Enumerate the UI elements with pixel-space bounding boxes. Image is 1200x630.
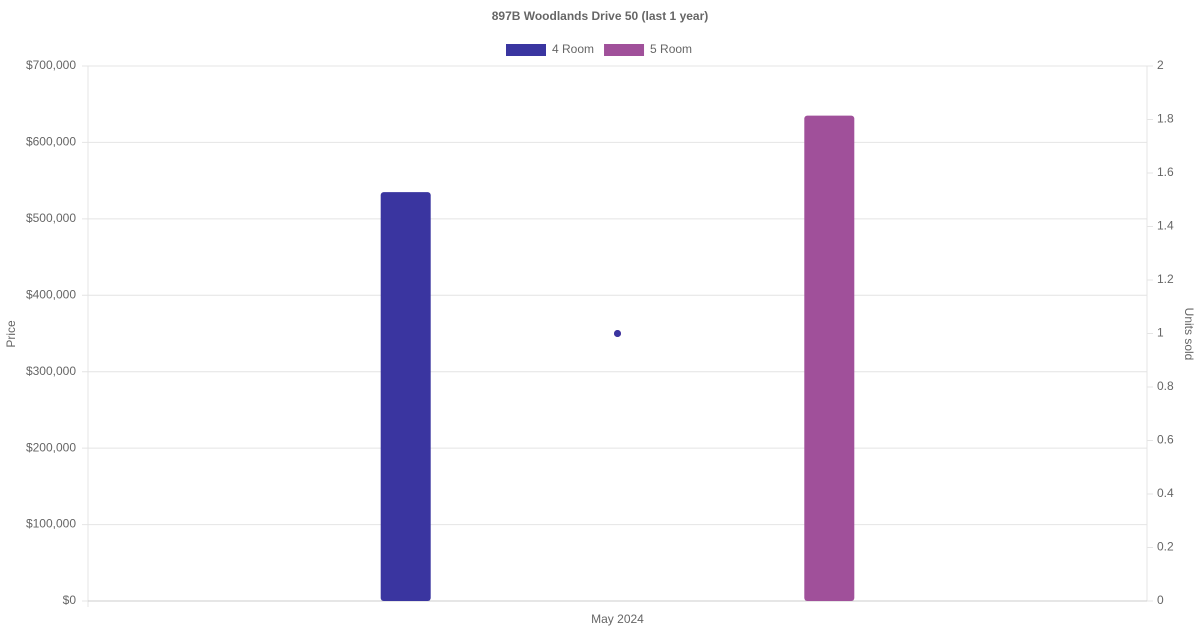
y-tick-label: $400,000 <box>26 287 76 301</box>
y2-tick-label: 1.4 <box>1157 219 1174 233</box>
y-tick-label: $500,000 <box>26 211 76 225</box>
y2-tick-label: 1 <box>1157 326 1164 340</box>
y-axis-title: Price <box>4 320 18 348</box>
y2-tick-label: 1.8 <box>1157 112 1174 126</box>
y-tick-label: $700,000 <box>26 58 76 72</box>
x-tick-label: May 2024 <box>591 612 644 626</box>
units-point <box>614 330 621 337</box>
legend-swatch[interactable] <box>506 44 546 56</box>
y2-tick-label: 0.2 <box>1157 540 1174 554</box>
y-tick-label: $0 <box>63 593 77 607</box>
y2-axis-title: Units sold <box>1182 308 1196 361</box>
y2-tick-label: 0.6 <box>1157 433 1174 447</box>
legend-swatch[interactable] <box>604 44 645 56</box>
y-tick-label: $200,000 <box>26 440 76 454</box>
legend-label[interactable]: 5 Room <box>650 42 692 56</box>
y-tick-label: $300,000 <box>26 364 76 378</box>
y-tick-label: $600,000 <box>26 135 76 149</box>
bar <box>804 115 855 601</box>
y2-tick-label: 2 <box>1157 58 1164 72</box>
legend-label[interactable]: 4 Room <box>552 42 594 56</box>
y2-tick-label: 0 <box>1157 593 1164 607</box>
y-tick-label: $100,000 <box>26 517 76 531</box>
y2-tick-label: 1.2 <box>1157 272 1174 286</box>
bar <box>380 192 431 601</box>
y2-tick-label: 1.6 <box>1157 165 1174 179</box>
y2-tick-label: 0.8 <box>1157 379 1174 393</box>
chart-title: 897B Woodlands Drive 50 (last 1 year) <box>492 9 709 23</box>
y2-tick-label: 0.4 <box>1157 486 1174 500</box>
